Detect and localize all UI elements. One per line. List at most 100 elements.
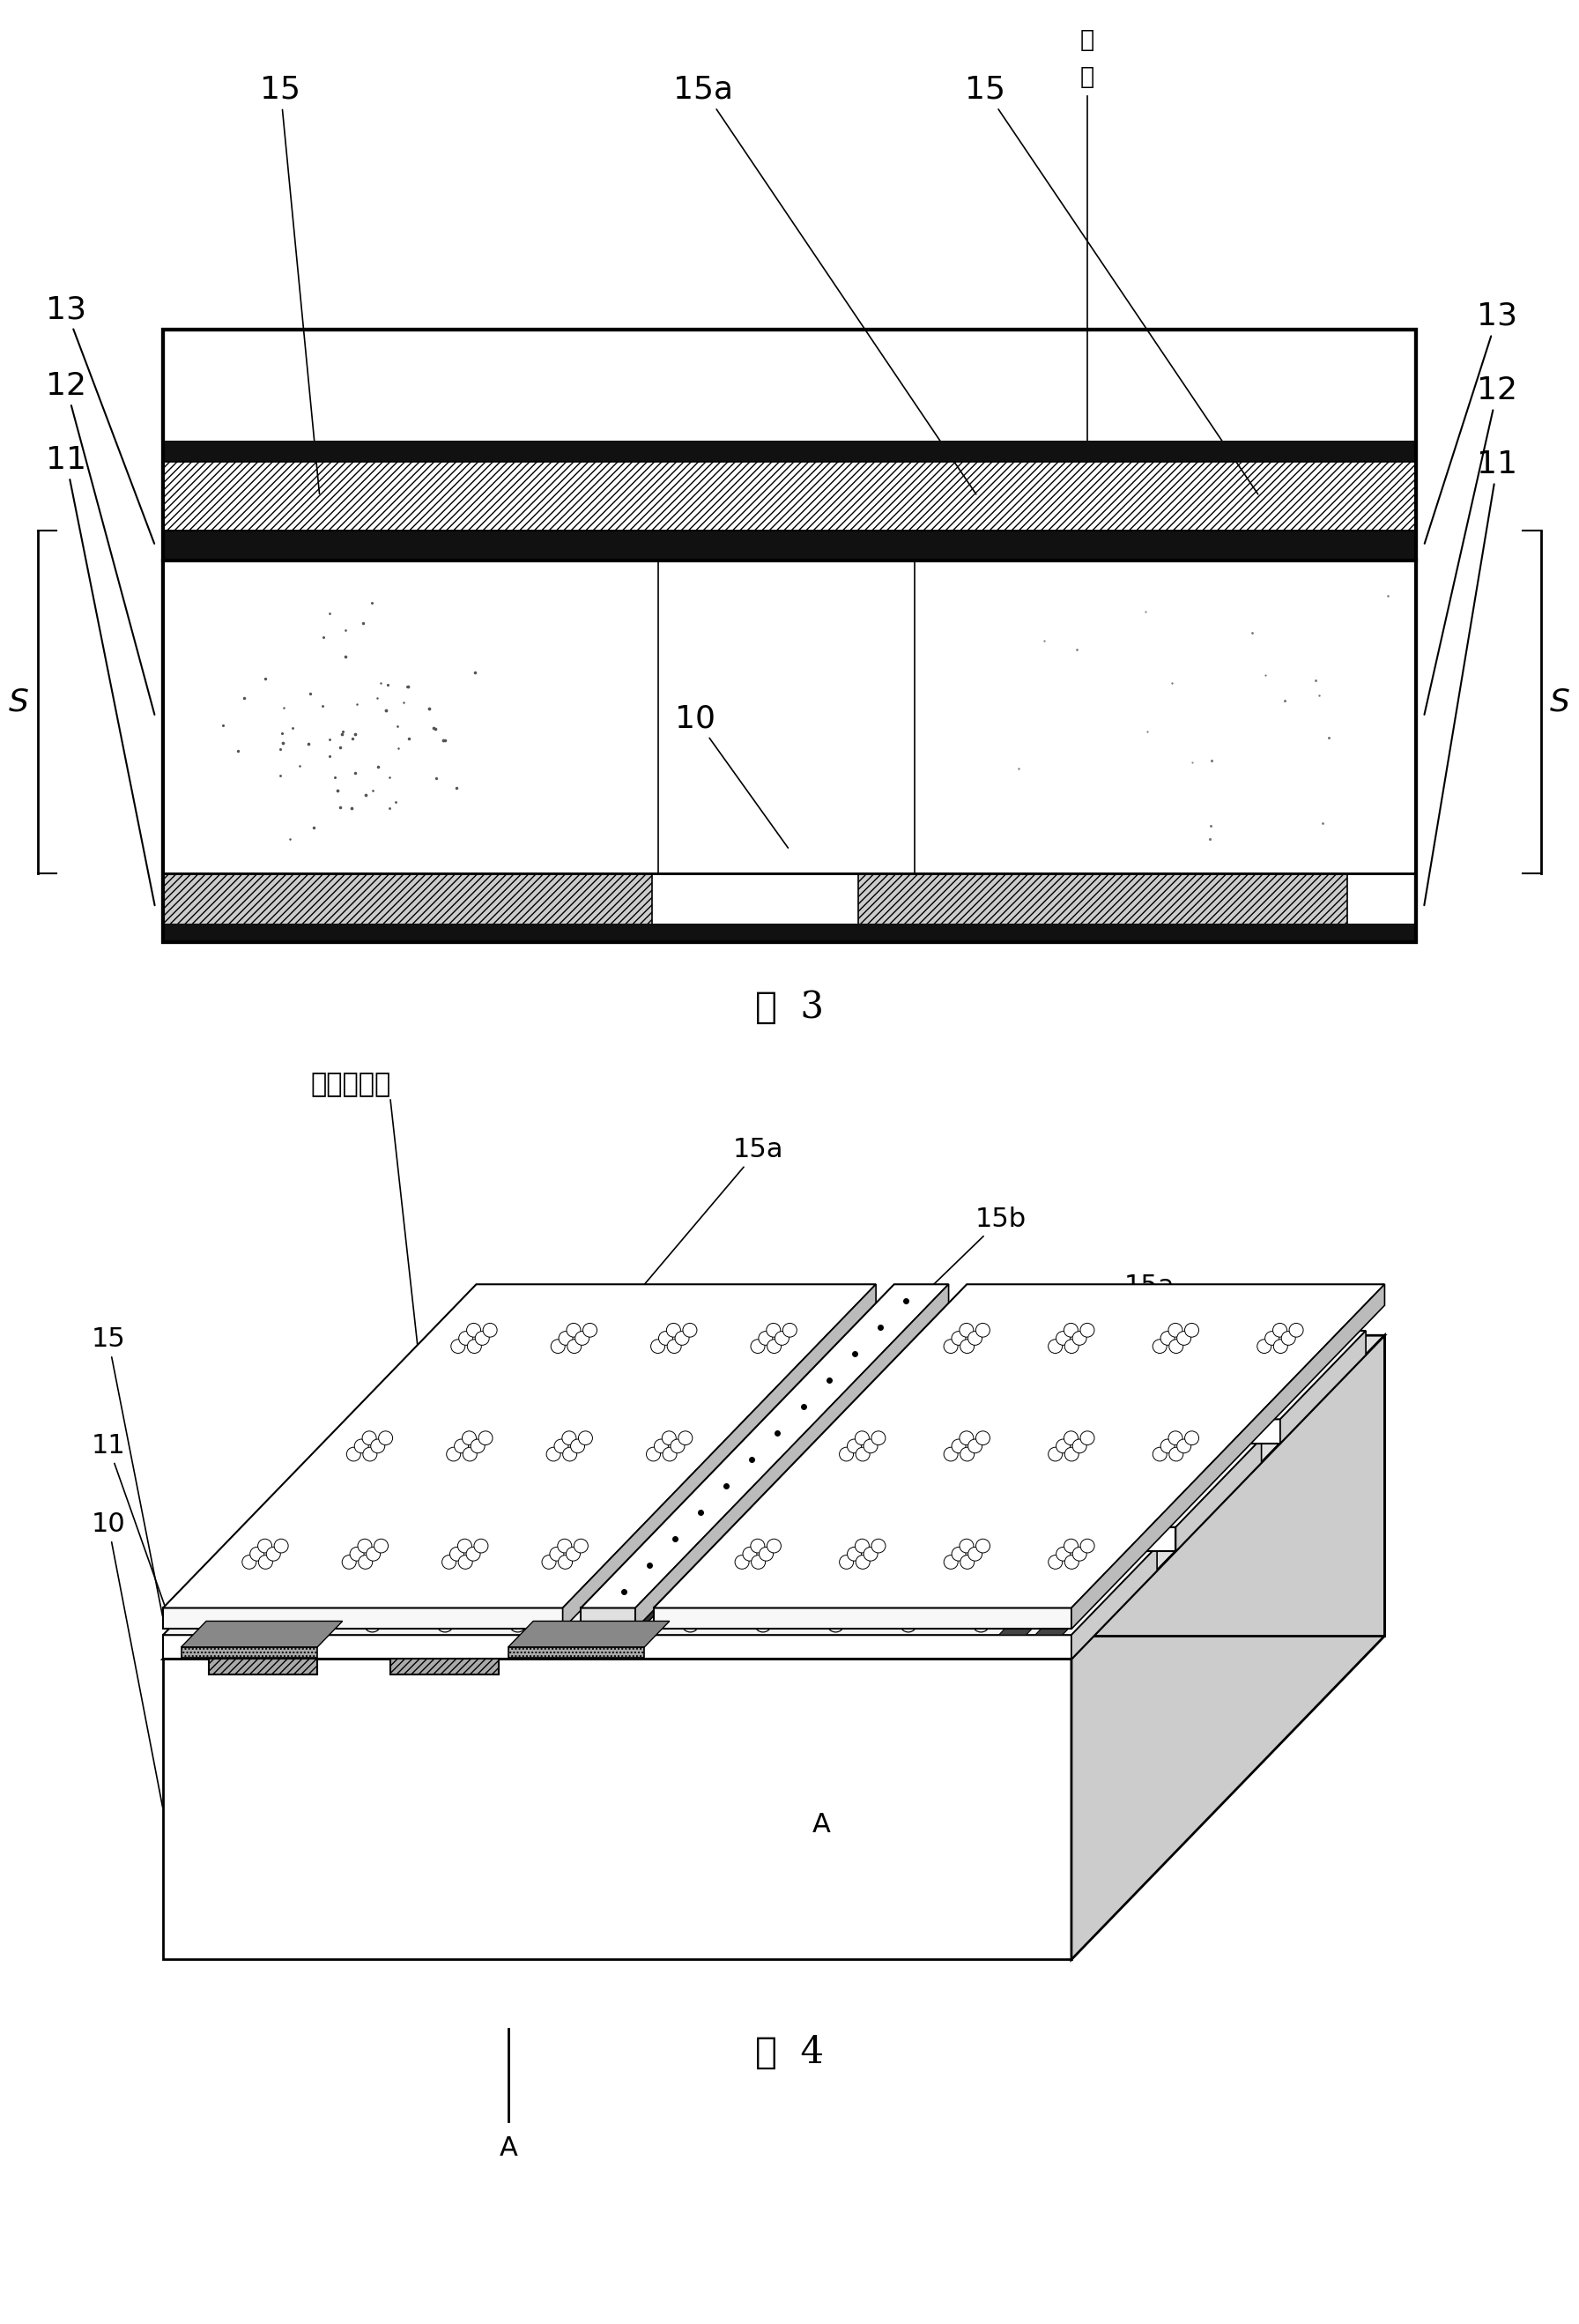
Ellipse shape <box>848 1548 861 1562</box>
Ellipse shape <box>718 1401 734 1415</box>
Ellipse shape <box>662 1432 676 1446</box>
Ellipse shape <box>567 1548 579 1562</box>
Ellipse shape <box>1094 1343 1110 1357</box>
Polygon shape <box>581 1285 949 1608</box>
Polygon shape <box>581 1545 722 1636</box>
Ellipse shape <box>960 1555 974 1569</box>
Ellipse shape <box>467 1339 482 1353</box>
Ellipse shape <box>458 1538 472 1552</box>
Ellipse shape <box>1161 1332 1175 1346</box>
Ellipse shape <box>1183 1401 1197 1415</box>
Ellipse shape <box>542 1511 557 1525</box>
Ellipse shape <box>276 1559 292 1573</box>
Text: 13: 13 <box>1424 302 1517 544</box>
Polygon shape <box>1104 1439 1216 1527</box>
Ellipse shape <box>949 1343 965 1357</box>
Polygon shape <box>163 1545 1157 1636</box>
Text: 图  3: 图 3 <box>755 988 824 1025</box>
Ellipse shape <box>1184 1322 1198 1336</box>
Ellipse shape <box>351 1548 365 1562</box>
Ellipse shape <box>554 1439 568 1452</box>
Ellipse shape <box>668 1339 681 1353</box>
Text: 12: 12 <box>46 372 155 713</box>
Ellipse shape <box>701 1599 717 1613</box>
Ellipse shape <box>976 1322 990 1336</box>
Ellipse shape <box>458 1555 472 1569</box>
Ellipse shape <box>755 1618 771 1631</box>
Ellipse shape <box>551 1339 565 1353</box>
Bar <box>859 874 1347 944</box>
Ellipse shape <box>739 1559 755 1573</box>
Bar <box>163 462 1416 530</box>
Text: 11: 11 <box>1424 449 1517 906</box>
Ellipse shape <box>455 1439 469 1452</box>
Ellipse shape <box>1037 1401 1052 1415</box>
Ellipse shape <box>428 1401 444 1415</box>
Ellipse shape <box>1080 1322 1094 1336</box>
Ellipse shape <box>1168 1339 1183 1353</box>
Ellipse shape <box>1064 1322 1078 1336</box>
Ellipse shape <box>362 1432 376 1446</box>
Ellipse shape <box>878 1490 894 1504</box>
Polygon shape <box>208 1631 330 1643</box>
Ellipse shape <box>1056 1439 1071 1452</box>
Ellipse shape <box>1202 1383 1217 1397</box>
Polygon shape <box>163 1659 1072 1959</box>
Ellipse shape <box>840 1555 854 1569</box>
Ellipse shape <box>854 1432 868 1446</box>
Text: 12: 12 <box>1424 374 1517 713</box>
Ellipse shape <box>257 1578 273 1592</box>
Ellipse shape <box>474 1538 488 1552</box>
Polygon shape <box>1072 1545 1157 1659</box>
Ellipse shape <box>343 1555 357 1569</box>
Text: 空: 空 <box>1080 30 1094 51</box>
Ellipse shape <box>570 1439 584 1452</box>
Ellipse shape <box>992 1599 1007 1613</box>
Ellipse shape <box>466 1548 480 1562</box>
Ellipse shape <box>767 1339 782 1353</box>
Ellipse shape <box>965 1401 979 1415</box>
Ellipse shape <box>750 1538 764 1552</box>
Ellipse shape <box>559 1555 572 1569</box>
Ellipse shape <box>1240 1343 1255 1357</box>
Ellipse shape <box>951 1490 966 1504</box>
Ellipse shape <box>856 1555 870 1569</box>
Text: 空: 空 <box>216 1611 229 1634</box>
Ellipse shape <box>973 1618 988 1631</box>
Ellipse shape <box>666 1322 681 1336</box>
Ellipse shape <box>354 1439 368 1452</box>
Ellipse shape <box>559 1332 573 1346</box>
Ellipse shape <box>1056 1383 1071 1397</box>
Polygon shape <box>163 1285 876 1608</box>
Ellipse shape <box>884 1559 900 1573</box>
Ellipse shape <box>434 1471 450 1485</box>
Polygon shape <box>1281 1332 1366 1443</box>
Polygon shape <box>371 1420 1281 1443</box>
Ellipse shape <box>1273 1322 1287 1336</box>
Ellipse shape <box>919 1599 935 1613</box>
Ellipse shape <box>548 1578 564 1592</box>
Ellipse shape <box>1048 1448 1063 1462</box>
Ellipse shape <box>1153 1448 1167 1462</box>
Bar <box>163 442 1416 462</box>
Ellipse shape <box>1072 1439 1086 1452</box>
Text: 間: 間 <box>216 1652 229 1676</box>
Ellipse shape <box>1161 1439 1175 1452</box>
Ellipse shape <box>944 1555 958 1569</box>
Ellipse shape <box>447 1383 463 1397</box>
Text: 15: 15 <box>965 74 1258 495</box>
Ellipse shape <box>1274 1339 1287 1353</box>
Text: 电子发射部: 电子发射部 <box>311 1071 392 1097</box>
Ellipse shape <box>1003 1364 1018 1378</box>
Ellipse shape <box>774 1599 790 1613</box>
Ellipse shape <box>846 1599 862 1613</box>
Ellipse shape <box>1184 1432 1198 1446</box>
Polygon shape <box>267 1527 1176 1550</box>
Ellipse shape <box>592 1383 608 1397</box>
Text: A: A <box>499 2136 518 2161</box>
Polygon shape <box>508 1622 669 1648</box>
Polygon shape <box>390 1631 512 1643</box>
Polygon shape <box>163 1636 1072 1659</box>
Polygon shape <box>654 1285 1385 1608</box>
Ellipse shape <box>960 1322 974 1336</box>
